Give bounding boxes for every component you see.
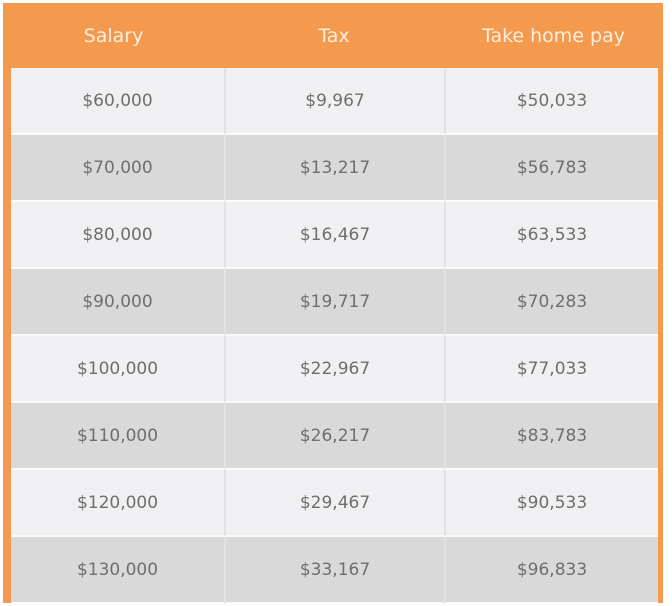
take-home-pay-cell: $96,833 [444, 537, 658, 604]
table-row: $110,000 $26,217 $83,783 [11, 403, 658, 470]
tax-cell: $19,717 [224, 269, 444, 336]
header-tax: Tax [318, 24, 350, 47]
table-row: $60,000 $9,967 $50,033 [11, 68, 658, 135]
salary-cell: $130,000 [11, 537, 224, 604]
take-home-pay-cell: $70,283 [444, 269, 658, 336]
take-home-pay-cell: $77,033 [444, 336, 658, 403]
table-header: Salary Tax Take home pay [3, 3, 663, 68]
tax-cell: $9,967 [224, 68, 444, 135]
table-row: $70,000 $13,217 $56,783 [11, 135, 658, 202]
tax-cell: $33,167 [224, 537, 444, 604]
take-home-pay-cell: $50,033 [444, 68, 658, 135]
tax-cell: $16,467 [224, 202, 444, 269]
table-row: $100,000 $22,967 $77,033 [11, 336, 658, 403]
header-salary: Salary [83, 24, 144, 47]
salary-cell: $70,000 [11, 135, 224, 202]
salary-cell: $110,000 [11, 403, 224, 470]
tax-cell: $22,967 [224, 336, 444, 403]
table-row: $80,000 $16,467 $63,533 [11, 202, 658, 269]
salary-cell: $100,000 [11, 336, 224, 403]
salary-cell: $120,000 [11, 470, 224, 537]
tax-cell: $26,217 [224, 403, 444, 470]
take-home-pay-cell: $56,783 [444, 135, 658, 202]
take-home-pay-cell: $90,533 [444, 470, 658, 537]
take-home-pay-cell: $83,783 [444, 403, 658, 470]
salary-cell: $90,000 [11, 269, 224, 336]
take-home-pay-cell: $63,533 [444, 202, 658, 269]
table-row: $130,000 $33,167 $96,833 [11, 537, 658, 604]
salary-tax-table: Salary Tax Take home pay $60,000 $9,967 $5… [3, 3, 663, 604]
tax-cell: $13,217 [224, 135, 444, 202]
salary-cell: $80,000 [11, 202, 224, 269]
table-row: $120,000 $29,467 $90,533 [11, 470, 658, 537]
table-row: $90,000 $19,717 $70,283 [11, 269, 658, 336]
header-take-home-pay: Take home pay [481, 24, 625, 47]
tax-cell: $29,467 [224, 470, 444, 537]
table-body: $60,000 $9,967 $50,033 $70,000 $13,217 $56,78… [11, 68, 658, 604]
salary-cell: $60,000 [11, 68, 224, 135]
